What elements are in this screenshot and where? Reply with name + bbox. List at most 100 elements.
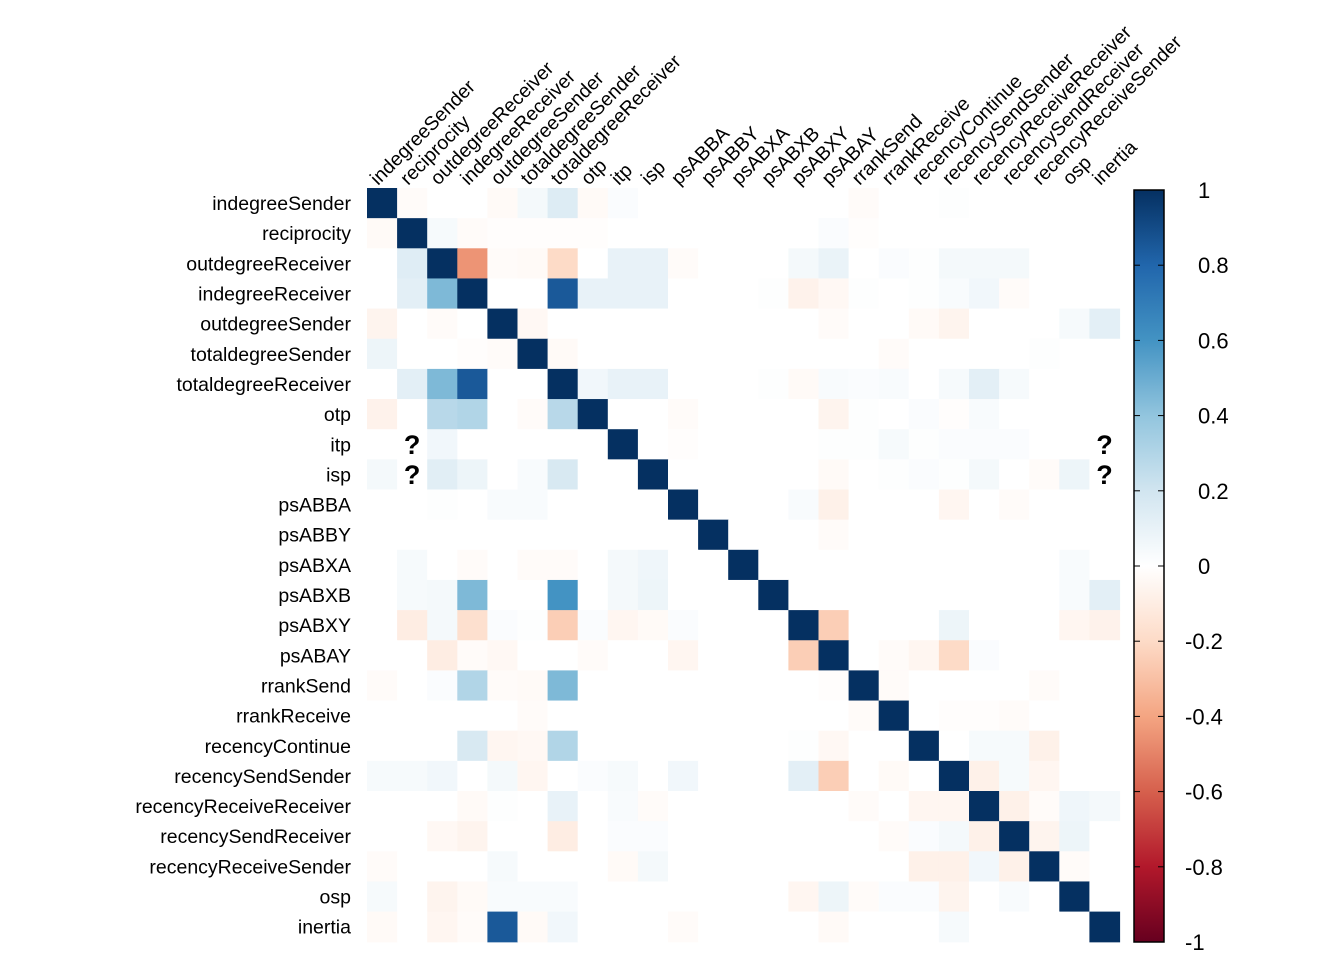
heatmap-cell: [577, 730, 609, 762]
heatmap-cell: [427, 640, 458, 671]
heatmap-cell: [547, 308, 579, 340]
heatmap-cell: [908, 368, 940, 400]
heatmap-cell: [728, 579, 759, 611]
heatmap-cell: [938, 278, 970, 310]
heatmap-cell: [758, 429, 789, 460]
heatmap-cell: [1059, 519, 1090, 551]
heatmap-cell: [367, 670, 398, 702]
heatmap-cell: [487, 821, 519, 852]
heatmap-cell: [878, 851, 910, 883]
heatmap-cell: [818, 368, 850, 400]
heatmap-cell: [908, 911, 940, 943]
heatmap-cell: [969, 640, 1000, 671]
heatmap-cell: [367, 368, 398, 400]
heatmap-cell: [788, 368, 820, 400]
heatmap-cell: [969, 730, 1000, 762]
heatmap-cell: [698, 308, 729, 340]
heatmap-cell: [637, 760, 669, 792]
heatmap-cell: [577, 911, 609, 943]
heatmap-cell: [758, 851, 789, 883]
heatmap-cell: [577, 821, 609, 852]
heatmap-cell: [457, 579, 488, 611]
heatmap-cell: [818, 278, 850, 310]
heatmap-cell: [878, 399, 910, 430]
heatmap-cell: [547, 881, 579, 913]
heatmap-cell: [577, 760, 609, 792]
heatmap-cell: [728, 700, 759, 732]
heatmap-cell: [367, 248, 398, 280]
heatmap-cell: [1029, 278, 1060, 310]
heatmap-cell: [818, 338, 850, 370]
heatmap-cell: [788, 821, 820, 852]
heatmap-cell: [698, 821, 729, 852]
legend-tick-label: 0.8: [1198, 253, 1229, 278]
heatmap-cell: [788, 459, 820, 491]
heatmap-cell: [1029, 730, 1060, 762]
heatmap-cell: [878, 700, 910, 732]
heatmap-cell: [698, 338, 729, 370]
heatmap-cell: [517, 368, 549, 400]
heatmap-cell: [427, 459, 458, 491]
heatmap-cell: [938, 429, 970, 460]
heatmap-cell: [698, 791, 729, 822]
heatmap-cell: [577, 881, 609, 913]
heatmap-cell: [668, 730, 699, 762]
heatmap-cell: [1029, 338, 1060, 370]
heatmap-cell: [607, 640, 639, 671]
heatmap-cell: [818, 519, 850, 551]
heatmap-cell: [577, 248, 609, 280]
heatmap-cell: [547, 579, 579, 611]
heatmap-cell: [969, 821, 1000, 852]
heatmap-cell: [878, 519, 910, 551]
heatmap-cell: [878, 911, 910, 943]
heatmap-cell: [788, 519, 820, 551]
heatmap-cell: [999, 881, 1030, 913]
heatmap-cell: [878, 610, 910, 641]
heatmap-cell: [367, 338, 398, 370]
heatmap-cell: [758, 791, 789, 822]
heatmap-cell: [698, 851, 729, 883]
heatmap-cell: [1059, 640, 1090, 671]
heatmap-cell: [938, 399, 970, 430]
legend-tick-label: 0.4: [1198, 404, 1229, 429]
heatmap-cell: [1029, 519, 1060, 551]
row-label: psABXY: [278, 615, 351, 637]
heatmap-cell: [457, 791, 488, 822]
heatmap-cell: [818, 760, 850, 792]
heatmap-cell: [728, 911, 759, 943]
heatmap-cell: [1059, 459, 1090, 491]
heatmap-cell: [607, 278, 639, 310]
heatmap-cell: [607, 338, 639, 370]
legend-tick-label: -0.6: [1185, 780, 1223, 805]
row-label: psABBY: [278, 525, 351, 547]
row-label: recencyReceiveReceiver: [135, 796, 351, 818]
heatmap-cell: [908, 489, 940, 521]
heatmap-cell: [427, 821, 458, 852]
heatmap-cell: [1029, 851, 1060, 883]
row-label: otp: [324, 404, 351, 426]
heatmap-cell: [698, 670, 729, 702]
heatmap-cell: [457, 549, 488, 581]
heatmap-cell: [848, 218, 880, 249]
heatmap-cell: [427, 248, 458, 280]
heatmap-cell: [1089, 368, 1121, 400]
heatmap-cell: [367, 459, 398, 491]
heatmap-cell: [758, 670, 789, 702]
heatmap-cell: [487, 791, 519, 822]
heatmap-cell: [517, 791, 549, 822]
heatmap-cell: [668, 670, 699, 702]
heatmap-cell: [577, 579, 609, 611]
heatmap-cell: [487, 308, 519, 340]
heatmap-cell: [1089, 519, 1121, 551]
heatmap-cell: [577, 278, 609, 310]
heatmap-cell: [547, 338, 579, 370]
heatmap-cell: [848, 519, 880, 551]
heatmap-cell: [908, 218, 940, 249]
heatmap-cell: [517, 519, 549, 551]
heatmap-cell: [517, 821, 549, 852]
heatmap-cell: [637, 670, 669, 702]
heatmap-cell: [397, 700, 428, 732]
row-label: indegreeReceiver: [198, 284, 351, 306]
heatmap-cell: [999, 549, 1030, 581]
heatmap-cell: [668, 338, 699, 370]
